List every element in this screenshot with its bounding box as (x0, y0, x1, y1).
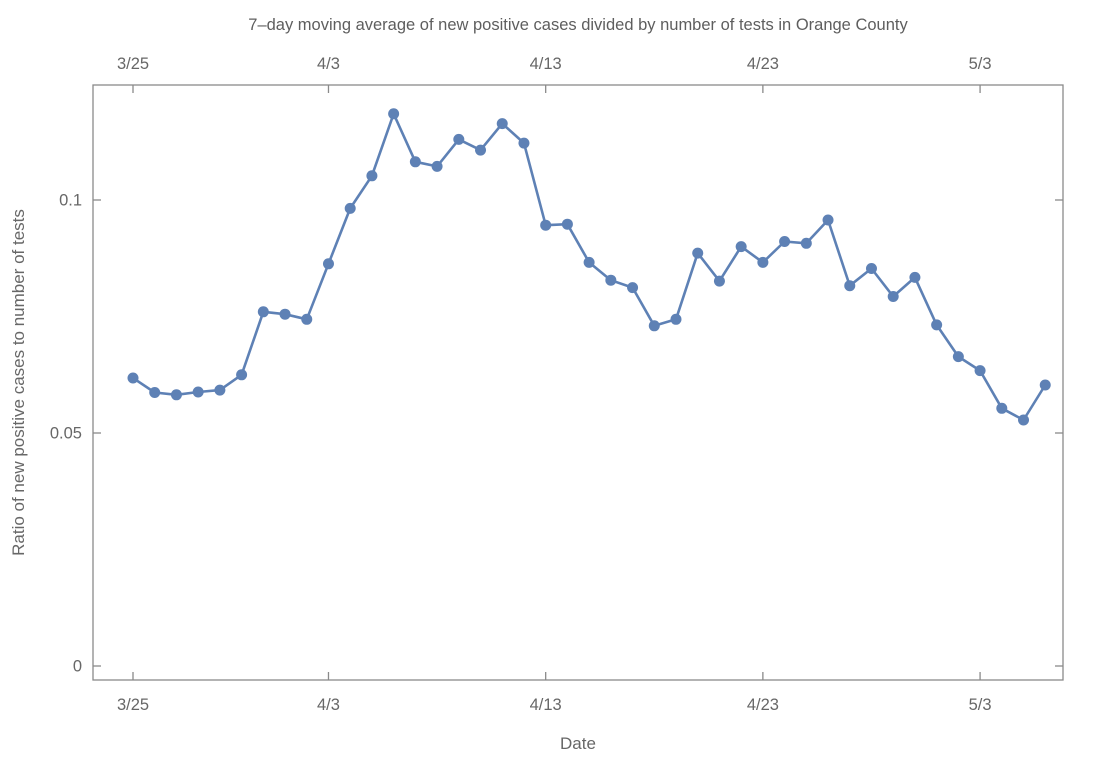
data-point (236, 369, 248, 381)
data-point (127, 372, 139, 384)
data-point (475, 144, 487, 156)
data-point (648, 320, 660, 332)
data-point (605, 274, 617, 286)
data-point (301, 313, 313, 325)
y-tick-label: 0.1 (59, 192, 82, 210)
data-point (431, 160, 443, 172)
data-point (453, 133, 465, 145)
data-point (366, 170, 378, 182)
data-point (1018, 414, 1030, 426)
data-point (865, 263, 877, 274)
data-point (409, 156, 421, 168)
y-tick-label: 0 (73, 658, 82, 676)
data-point (170, 389, 182, 401)
data-point (844, 280, 856, 292)
data-point (931, 319, 943, 331)
data-point (887, 291, 899, 302)
data-point (540, 219, 552, 231)
data-point (518, 137, 530, 149)
data-point (322, 258, 334, 270)
x-tick-label-top: 4/23 (747, 55, 779, 73)
x-tick-label: 5/3 (969, 696, 992, 714)
x-tick-label-top: 3/25 (117, 55, 149, 73)
data-point (735, 241, 747, 253)
x-tick-label-top: 4/3 (317, 55, 340, 73)
plot-frame (92, 84, 1064, 681)
x-tick-label: 3/25 (117, 696, 149, 714)
data-point (257, 306, 269, 318)
x-tick-label-top: 5/3 (969, 55, 992, 73)
data-point (822, 214, 834, 226)
data-point (779, 236, 791, 247)
data-point (149, 387, 161, 398)
data-point (388, 108, 400, 120)
data-point (214, 384, 226, 396)
data-point (713, 275, 725, 287)
data-point (996, 402, 1008, 414)
y-tick-label: 0.05 (50, 425, 82, 443)
data-point (952, 351, 964, 363)
data-point (1039, 379, 1051, 391)
data-point (496, 118, 508, 130)
data-point (974, 365, 986, 377)
data-point (800, 237, 812, 249)
x-tick-label: 4/23 (747, 696, 779, 714)
x-axis-label: Date (560, 734, 596, 753)
data-point (583, 256, 595, 268)
data-point (344, 202, 356, 214)
data-point (757, 256, 769, 268)
data-point (627, 282, 639, 294)
data-point (692, 247, 704, 259)
data-point (670, 313, 682, 325)
plot-area: 3/25 3/25 4/3 4/3 4/13 4/13 4/23 4/23 5/3 5/3 0 0.0… (50, 55, 1064, 714)
data-point (561, 218, 573, 230)
x-tick-label: 4/3 (317, 696, 340, 714)
x-tick-label-top: 4/13 (530, 55, 562, 73)
data-point (909, 271, 921, 283)
chart-title: 7–day moving average of new positive cas… (248, 16, 908, 34)
y-axis-label: Ratio of new positive cases to number of… (9, 209, 28, 556)
data-point (192, 386, 204, 398)
data-point (279, 308, 291, 320)
x-tick-label: 4/13 (530, 696, 562, 714)
